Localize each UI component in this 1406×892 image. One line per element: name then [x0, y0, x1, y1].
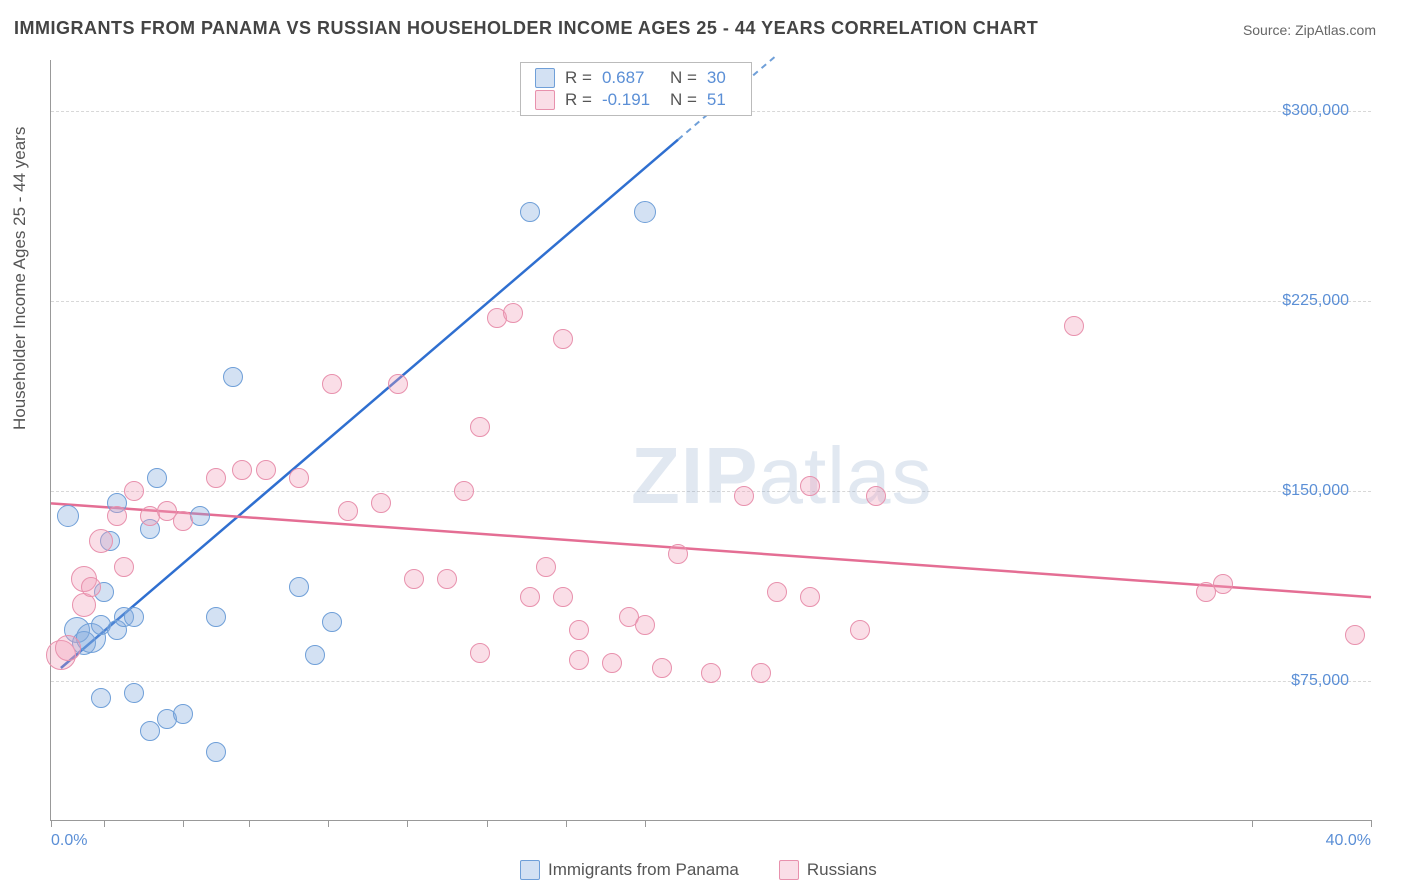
data-point	[57, 505, 79, 527]
data-point	[55, 635, 81, 661]
data-point	[668, 544, 688, 564]
data-point	[371, 493, 391, 513]
data-point	[173, 511, 193, 531]
legend-swatch	[535, 68, 555, 88]
data-point	[91, 688, 111, 708]
data-point	[470, 643, 490, 663]
x-tick	[183, 820, 184, 827]
data-point	[553, 329, 573, 349]
data-point	[206, 742, 226, 762]
data-point	[89, 529, 113, 553]
data-point	[81, 577, 101, 597]
series-legend-item: Immigrants from Panama	[520, 860, 739, 880]
data-point	[437, 569, 457, 589]
data-point	[338, 501, 358, 521]
r-value: -0.191	[602, 90, 660, 110]
r-label: R =	[565, 68, 592, 88]
data-point	[124, 607, 144, 627]
x-min-label: 0.0%	[51, 832, 87, 850]
legend-swatch	[520, 860, 540, 880]
data-point	[553, 587, 573, 607]
data-point	[147, 468, 167, 488]
data-point	[206, 468, 226, 488]
plot-area: ZIPatlas 0.0% 40.0% $75,000$150,000$225,…	[50, 60, 1371, 821]
x-tick	[645, 820, 646, 827]
data-point	[454, 481, 474, 501]
data-point	[767, 582, 787, 602]
data-point	[800, 587, 820, 607]
x-max-label: 40.0%	[1326, 832, 1371, 850]
x-tick	[487, 820, 488, 827]
data-point	[289, 577, 309, 597]
data-point	[322, 612, 342, 632]
data-point	[256, 460, 276, 480]
series-name: Immigrants from Panama	[548, 860, 739, 880]
data-point	[124, 683, 144, 703]
x-tick	[407, 820, 408, 827]
data-point	[114, 557, 134, 577]
data-point	[520, 202, 540, 222]
data-point	[701, 663, 721, 683]
legend-swatch	[535, 90, 555, 110]
data-point	[388, 374, 408, 394]
data-point	[652, 658, 672, 678]
data-point	[503, 303, 523, 323]
data-point	[322, 374, 342, 394]
y-axis-label: Householder Income Ages 25 - 44 years	[10, 127, 30, 430]
data-point	[1345, 625, 1365, 645]
trend-lines	[51, 60, 1371, 820]
data-point	[569, 620, 589, 640]
data-point	[305, 645, 325, 665]
series-legend-item: Russians	[779, 860, 877, 880]
n-value: 30	[707, 68, 737, 88]
x-tick	[328, 820, 329, 827]
data-point	[520, 587, 540, 607]
x-tick	[104, 820, 105, 827]
series-legend: Immigrants from Panama Russians	[520, 860, 877, 880]
data-point	[1064, 316, 1084, 336]
x-tick	[51, 820, 52, 827]
data-point	[232, 460, 252, 480]
x-tick	[249, 820, 250, 827]
legend-swatch	[779, 860, 799, 880]
data-point	[140, 721, 160, 741]
data-point	[404, 569, 424, 589]
x-tick	[1252, 820, 1253, 827]
data-point	[173, 704, 193, 724]
data-point	[734, 486, 754, 506]
data-point	[1213, 574, 1233, 594]
x-tick	[1371, 820, 1372, 827]
n-label: N =	[670, 68, 697, 88]
stats-legend: R = 0.687 N = 30 R = -0.191 N = 51	[520, 62, 752, 116]
n-label: N =	[670, 90, 697, 110]
data-point	[602, 653, 622, 673]
r-label: R =	[565, 90, 592, 110]
r-value: 0.687	[602, 68, 660, 88]
data-point	[470, 417, 490, 437]
data-point	[289, 468, 309, 488]
data-point	[569, 650, 589, 670]
source-label: Source: ZipAtlas.com	[1243, 22, 1376, 38]
series-name: Russians	[807, 860, 877, 880]
stats-legend-row: R = -0.191 N = 51	[535, 89, 737, 111]
data-point	[800, 476, 820, 496]
data-point	[635, 615, 655, 635]
data-point	[124, 481, 144, 501]
data-point	[206, 607, 226, 627]
data-point	[866, 486, 886, 506]
data-point	[223, 367, 243, 387]
data-point	[751, 663, 771, 683]
data-point	[634, 201, 656, 223]
data-point	[107, 506, 127, 526]
x-tick	[566, 820, 567, 827]
n-value: 51	[707, 90, 737, 110]
chart-title: IMMIGRANTS FROM PANAMA VS RUSSIAN HOUSEH…	[14, 18, 1038, 39]
data-point	[850, 620, 870, 640]
stats-legend-row: R = 0.687 N = 30	[535, 67, 737, 89]
data-point	[536, 557, 556, 577]
